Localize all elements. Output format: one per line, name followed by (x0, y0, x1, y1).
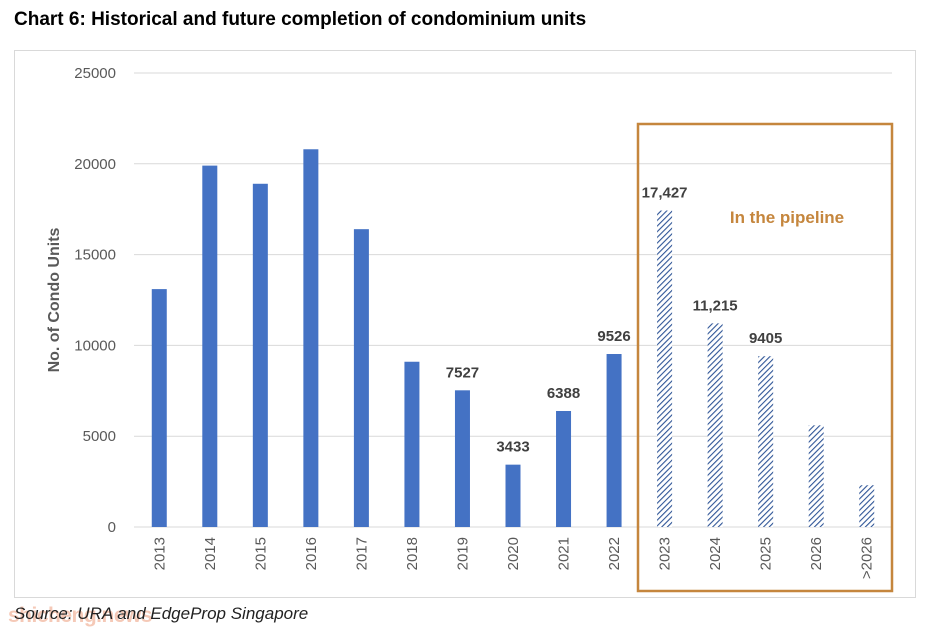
y-tick-label: 0 (108, 519, 116, 536)
data-label: 11,215 (693, 297, 738, 314)
bar-2025 (758, 356, 774, 527)
pipeline-annotation: In the pipeline (730, 208, 844, 227)
x-tick-label: 2015 (252, 537, 269, 570)
bar-2014 (202, 165, 218, 527)
bars (151, 149, 875, 527)
bar-2018 (404, 361, 420, 527)
x-tick-label: >2026 (859, 537, 876, 579)
x-axis-ticks: 2013 2014 2015 2016 2017 2018 2019 2020 2021 2022… (151, 537, 875, 579)
x-tick-label: 2016 (303, 537, 320, 570)
bar-2020 (505, 464, 521, 527)
bar-2016 (303, 149, 319, 527)
gridlines (134, 72, 892, 528)
x-tick-label: 2024 (707, 537, 724, 570)
x-tick-label: 2014 (202, 537, 219, 570)
bar-2021 (556, 410, 572, 527)
x-tick-label: 2023 (657, 537, 674, 570)
bar-2013 (151, 289, 167, 527)
x-tick-label: 2025 (758, 537, 775, 570)
x-tick-label: 2026 (808, 537, 825, 570)
data-label: 6388 (547, 385, 580, 402)
data-label: 17,427 (642, 185, 688, 202)
x-tick-label: 2020 (505, 537, 522, 570)
x-tick-label: 2013 (151, 537, 168, 570)
bar-2023 (657, 210, 673, 527)
data-label: 9405 (749, 330, 782, 347)
source-note: Source: URA and EdgeProp Singapore (14, 604, 309, 623)
y-axis-ticks: 0 5000 10000 15000 20000 25000 (74, 65, 116, 536)
bar-2024 (707, 323, 723, 527)
y-tick-label: 10000 (74, 337, 116, 354)
bar-2015 (252, 183, 268, 527)
data-label: 3433 (496, 439, 529, 456)
y-tick-label: 5000 (83, 428, 116, 445)
data-labels: 7527 3433 6388 9526 17,427 11,215 9405 (446, 185, 783, 456)
pipeline-box (636, 122, 894, 593)
x-tick-label: 2021 (556, 537, 573, 570)
bar-after-2026 (859, 485, 875, 527)
data-label: 7527 (446, 364, 479, 381)
bar-2017 (353, 229, 369, 527)
watermark: shicheng.news (8, 604, 153, 627)
chart-title: Chart 6: Historical and future completio… (14, 9, 587, 30)
x-tick-label: 2018 (404, 537, 421, 570)
x-tick-label: 2017 (353, 537, 370, 570)
bar-2026 (808, 425, 824, 527)
x-tick-label: 2019 (454, 537, 471, 570)
y-tick-label: 20000 (74, 156, 116, 173)
bar-2022 (606, 354, 622, 527)
y-tick-label: 15000 (74, 247, 116, 264)
bar-2019 (454, 390, 470, 527)
y-axis-label: No. of Condo Units (46, 227, 63, 372)
chart-frame (14, 50, 916, 598)
y-tick-label: 25000 (74, 65, 116, 82)
data-label: 9526 (597, 328, 630, 345)
x-tick-label: 2022 (606, 537, 623, 570)
